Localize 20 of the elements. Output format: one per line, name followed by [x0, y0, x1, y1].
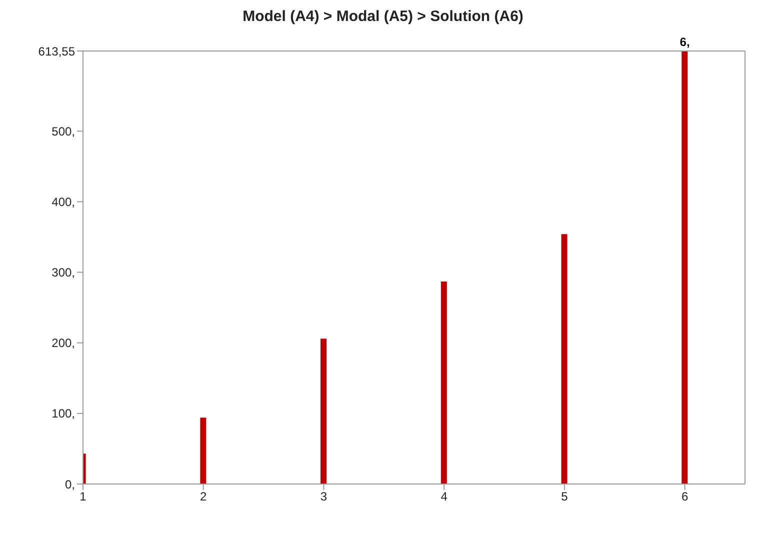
- x-tick-label: 2: [200, 490, 208, 504]
- x-tick-label: 3: [320, 490, 328, 504]
- bar: [561, 234, 568, 484]
- x-tick-label: 4: [440, 490, 448, 504]
- y-tick-label: 400,: [52, 194, 75, 209]
- y-tick-label: 0,: [64, 477, 75, 492]
- y-tick-label: 613,55: [38, 44, 76, 58]
- x-tick-label: 5: [561, 490, 568, 504]
- bar: [200, 418, 206, 484]
- bar: [320, 338, 327, 484]
- chart-title: Model (A4) > Modal (A5) > Solution (A6): [242, 8, 524, 27]
- y-tick-label: 100,: [52, 406, 75, 421]
- annotation: 6,: [680, 35, 690, 49]
- y-tick-label: 200,: [52, 336, 75, 350]
- y-tick-label: 500,: [52, 124, 75, 138]
- y-tick-label: 300,: [52, 266, 75, 280]
- x-tick-label: 6: [681, 490, 688, 504]
- x-tick-label: 1: [80, 490, 87, 504]
- bar: [682, 51, 688, 484]
- bar: [440, 281, 447, 484]
